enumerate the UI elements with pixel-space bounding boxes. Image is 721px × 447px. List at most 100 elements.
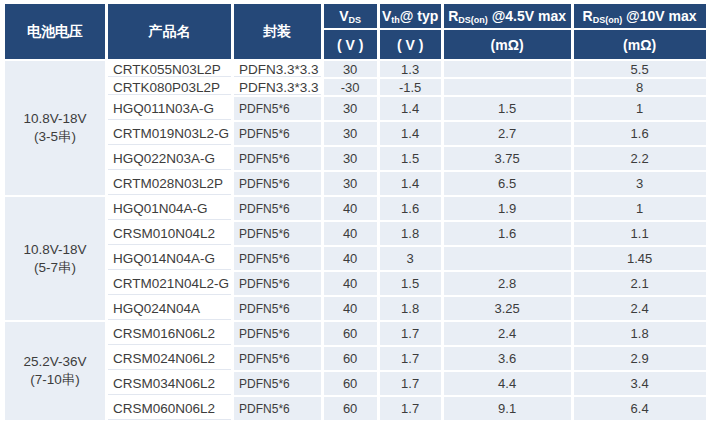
package-cell: PDFN5*6 <box>233 271 323 296</box>
header-product: 产品名 <box>107 3 233 60</box>
rds45-base: R <box>448 8 458 24</box>
product-selection-table: 电池电压 产品名 封装 VDS Vth@ typ RDS(on) @4.5V m… <box>2 2 709 422</box>
battery-range-label: 10.8V-18V <box>7 241 103 259</box>
vth-cell: 1.4 <box>378 121 442 146</box>
rds10-cell: 1.1 <box>572 221 707 246</box>
rds10-cell: 1.6 <box>572 121 707 146</box>
product-cell: HGQ01N04A-G <box>107 196 233 221</box>
vth-subscript: th <box>391 15 400 25</box>
vth-cell: 1.8 <box>378 221 442 246</box>
table-body: 10.8V-18V(3-5串)CRTK055N03L2PPDFN3.3*3.33… <box>4 60 708 421</box>
package-cell: PDFN5*6 <box>233 371 323 396</box>
package-cell: PDFN3.3*3.3 <box>233 60 323 78</box>
product-cell: CRSM010N04L2 <box>107 221 233 246</box>
package-cell: PDFN3.3*3.3 <box>233 78 323 96</box>
vds-subscript: DS <box>349 15 362 25</box>
vth-cell: 1.7 <box>378 396 442 421</box>
rds45-cell: 3.6 <box>442 346 572 371</box>
product-cell: CRTK080P03L2P <box>107 78 233 96</box>
rds45-cell: 3.75 <box>442 146 572 171</box>
rds45-cell <box>442 60 572 78</box>
unit-vth: ( V ) <box>378 29 442 60</box>
rds10-cell: 1 <box>572 96 707 121</box>
vds-cell: 40 <box>322 271 378 296</box>
rds10-cell: 3.4 <box>572 371 707 396</box>
header-rds-10v: RDS(on) @10V max <box>572 3 707 29</box>
product-cell: CRSM060N06L2 <box>107 396 233 421</box>
table-row: HGQ022N03A-GPDFN5*6301.53.752.2 <box>4 146 708 171</box>
rds10-cell: 8 <box>572 78 707 96</box>
header-vds: VDS <box>322 3 378 29</box>
vds-base: V <box>339 8 348 24</box>
vds-cell: -30 <box>322 78 378 96</box>
rds45-cell: 2.4 <box>442 321 572 346</box>
rds45-cell: 2.8 <box>442 271 572 296</box>
product-cell: HGQ014N04A-G <box>107 246 233 271</box>
vds-cell: 60 <box>322 346 378 371</box>
unit-vds: ( V ) <box>322 29 378 60</box>
battery-series-label: (5-7串) <box>7 259 103 277</box>
header-vth: Vth@ typ <box>378 3 442 29</box>
table-row: CRSM010N04L2PDFN5*6401.81.61.1 <box>4 221 708 246</box>
rds45-cell <box>442 246 572 271</box>
vds-cell: 30 <box>322 171 378 196</box>
rds10-cell: 1.45 <box>572 246 707 271</box>
rds45-subscript: DS(on) <box>458 15 488 25</box>
table-row: CRSM024N06L2PDFN5*6601.73.62.9 <box>4 346 708 371</box>
package-cell: PDFN5*6 <box>233 196 323 221</box>
rds45-cell: 3.25 <box>442 296 572 321</box>
battery-series-label: (7-10串) <box>7 371 103 389</box>
product-cell: CRSM016N06L2 <box>107 321 233 346</box>
unit-rds-10v: (mΩ) <box>572 29 707 60</box>
product-cell: HGQ011N03A-G <box>107 96 233 121</box>
table-row: 10.8V-18V(5-7串)HGQ01N04A-GPDFN5*6401.61.… <box>4 196 708 221</box>
package-cell: PDFN5*6 <box>233 296 323 321</box>
table-row: 10.8V-18V(3-5串)CRTK055N03L2PPDFN3.3*3.33… <box>4 60 708 78</box>
battery-range-label: 25.2V-36V <box>7 353 103 371</box>
package-cell: PDFN5*6 <box>233 396 323 421</box>
rds45-cell: 6.5 <box>442 171 572 196</box>
table-row: 25.2V-36V(7-10串)CRSM016N06L2PDFN5*6601.7… <box>4 321 708 346</box>
rds45-cell: 2.7 <box>442 121 572 146</box>
vds-cell: 30 <box>322 146 378 171</box>
table-row: CRTK080P03L2PPDFN3.3*3.3-30-1.5 8 <box>4 78 708 96</box>
vds-cell: 60 <box>322 396 378 421</box>
table-row: HGQ011N03A-GPDFN5*6301.41.51 <box>4 96 708 121</box>
vth-cell: -1.5 <box>378 78 442 96</box>
table-row: CRTM019N03L2-GPDFN5*6301.42.71.6 <box>4 121 708 146</box>
vds-cell: 40 <box>322 221 378 246</box>
battery-range-label: 10.8V-18V <box>7 110 103 128</box>
vth-base: V <box>382 8 391 24</box>
package-cell: PDFN5*6 <box>233 221 323 246</box>
header-package: 封装 <box>233 3 323 60</box>
rds45-cell: 1.9 <box>442 196 572 221</box>
vth-cell: 1.6 <box>378 196 442 221</box>
vth-cell: 1.7 <box>378 371 442 396</box>
table-row: HGQ014N04A-GPDFN5*64031.45 <box>4 246 708 271</box>
vth-cell: 3 <box>378 246 442 271</box>
header-battery: 电池电压 <box>4 3 107 60</box>
battery-group-cell: 25.2V-36V(7-10串) <box>4 321 107 421</box>
product-cell: CRTM021N04L2-G <box>107 271 233 296</box>
package-cell: PDFN5*6 <box>233 321 323 346</box>
rds45-cell <box>442 78 572 96</box>
rds45-cell: 9.1 <box>442 396 572 421</box>
rds10-cell: 5.5 <box>572 60 707 78</box>
package-cell: PDFN5*6 <box>233 146 323 171</box>
vds-cell: 60 <box>322 371 378 396</box>
package-cell: PDFN5*6 <box>233 246 323 271</box>
vds-cell: 30 <box>322 60 378 78</box>
vth-cell: 1.7 <box>378 346 442 371</box>
header-rds-4v5: RDS(on) @4.5V max <box>442 3 572 29</box>
product-cell: CRTK055N03L2P <box>107 60 233 78</box>
rds10-cell: 1 <box>572 196 707 221</box>
package-cell: PDFN5*6 <box>233 171 323 196</box>
table-row: CRTM021N04L2-GPDFN5*6401.52.82.1 <box>4 271 708 296</box>
unit-rds-4v5: (mΩ) <box>442 29 572 60</box>
vth-cell: 1.7 <box>378 321 442 346</box>
vth-cell: 1.4 <box>378 96 442 121</box>
vds-cell: 60 <box>322 321 378 346</box>
package-cell: PDFN5*6 <box>233 121 323 146</box>
table-row: CRSM034N06L2PDFN5*6601.74.43.4 <box>4 371 708 396</box>
rds45-cell: 1.6 <box>442 221 572 246</box>
